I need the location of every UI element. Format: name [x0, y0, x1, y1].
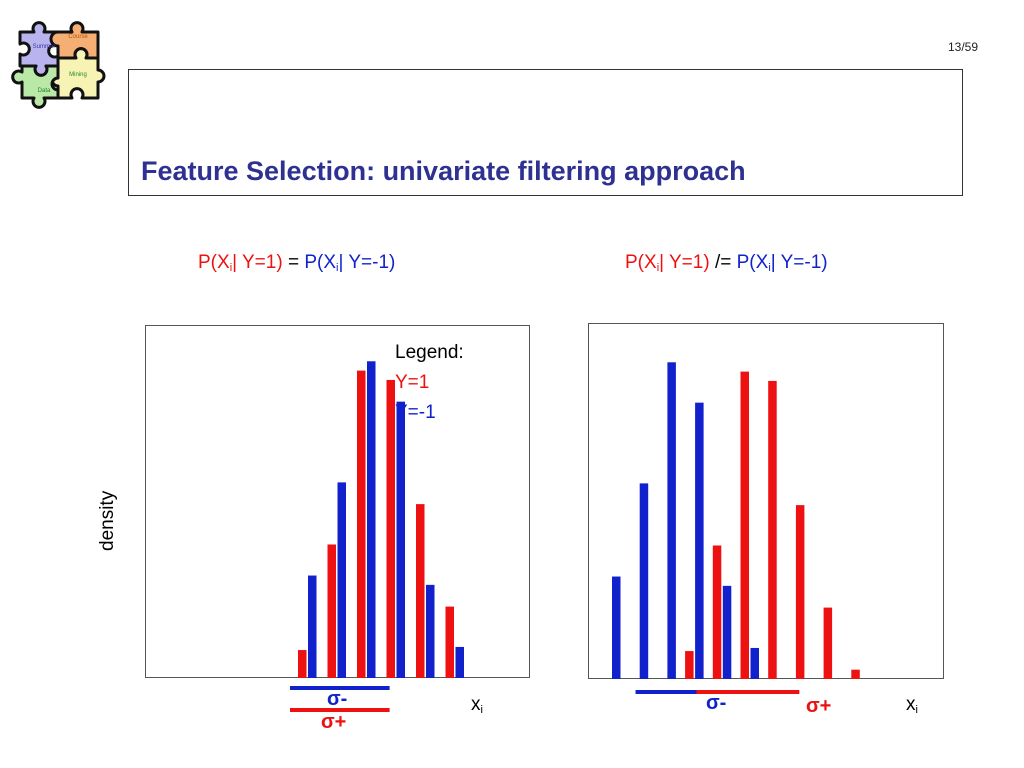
bar-pos-left-7	[357, 370, 366, 678]
svg-text:Mining: Mining	[69, 72, 87, 78]
legend-entry-pos: Y=1	[395, 372, 430, 393]
bar-neg-right-3	[667, 362, 676, 679]
x-axis-label-right: xi	[906, 694, 918, 716]
bar-pos-left-10	[445, 606, 454, 678]
bar-pos-right-5	[712, 545, 722, 679]
bar-neg-left-7	[367, 361, 376, 678]
legend-title: Legend:	[395, 342, 464, 363]
formula-right-op: /=	[709, 252, 737, 273]
bar-neg-left-9	[426, 584, 435, 678]
bar-pos-left-9	[416, 504, 425, 678]
bar-pos-right-8	[795, 505, 805, 679]
bar-neg-left-10	[455, 646, 464, 678]
plot-frame-right	[588, 323, 944, 679]
bar-pos-left-8	[386, 379, 395, 678]
bar-neg-right-6	[750, 647, 759, 679]
svg-text:Data: Data	[38, 88, 51, 94]
slide-title: Feature Selection: univariate filtering …	[141, 156, 746, 186]
bar-pos-right-7	[768, 380, 777, 679]
formula-not-equal: P(Xi| Y=1) /= P(Xi| Y=-1)	[625, 252, 828, 274]
formula-right-neg: P(Xi| Y=-1)	[736, 252, 828, 274]
bar-pos-right-10	[851, 669, 860, 679]
sigma-plus-label-left: σ+	[321, 711, 347, 733]
bar-pos-left-5	[298, 650, 307, 678]
formula-equal: P(Xi| Y=1) = P(Xi| Y=-1)	[198, 252, 395, 274]
legend: Legend: Y=1 Y=-1	[395, 338, 464, 428]
legend-entry-neg: Y=-1	[395, 402, 436, 423]
formula-left-neg: P(Xi| Y=-1)	[304, 252, 396, 274]
sigma-plus-label-right: σ+	[806, 695, 832, 717]
puzzle-logo: Summer Course Mining Data	[11, 21, 106, 109]
title-box: Feature Selection: univariate filtering …	[128, 69, 963, 196]
svg-text:Course: Course	[68, 34, 88, 40]
bar-pos-right-9	[823, 607, 833, 679]
bar-neg-right-4	[695, 402, 704, 679]
formula-right-pos: P(Xi| Y=1)	[625, 252, 710, 274]
x-axis-label-left: xi	[471, 694, 483, 716]
bar-pos-left-6	[327, 544, 336, 678]
bar-neg-right-1	[612, 576, 621, 679]
bar-neg-left-5	[308, 575, 317, 678]
logo-piece-mining	[50, 47, 106, 100]
bar-neg-left-6	[337, 482, 346, 678]
sigma-minus-label-right: σ-	[706, 692, 727, 714]
bar-neg-left-8	[396, 401, 405, 678]
bar-neg-right-2	[639, 483, 649, 679]
formula-left-op: =	[282, 252, 305, 273]
logo-piece-data	[11, 64, 60, 109]
bar-neg-right-5	[722, 585, 732, 679]
sigma-minus-label-left: σ-	[327, 688, 348, 710]
page-number: 13/59	[947, 40, 978, 54]
formula-left-pos: P(Xi| Y=1)	[198, 252, 283, 274]
bar-pos-right-4	[685, 651, 694, 679]
svg-text:Summer: Summer	[33, 44, 56, 50]
bar-pos-right-6	[740, 371, 749, 679]
